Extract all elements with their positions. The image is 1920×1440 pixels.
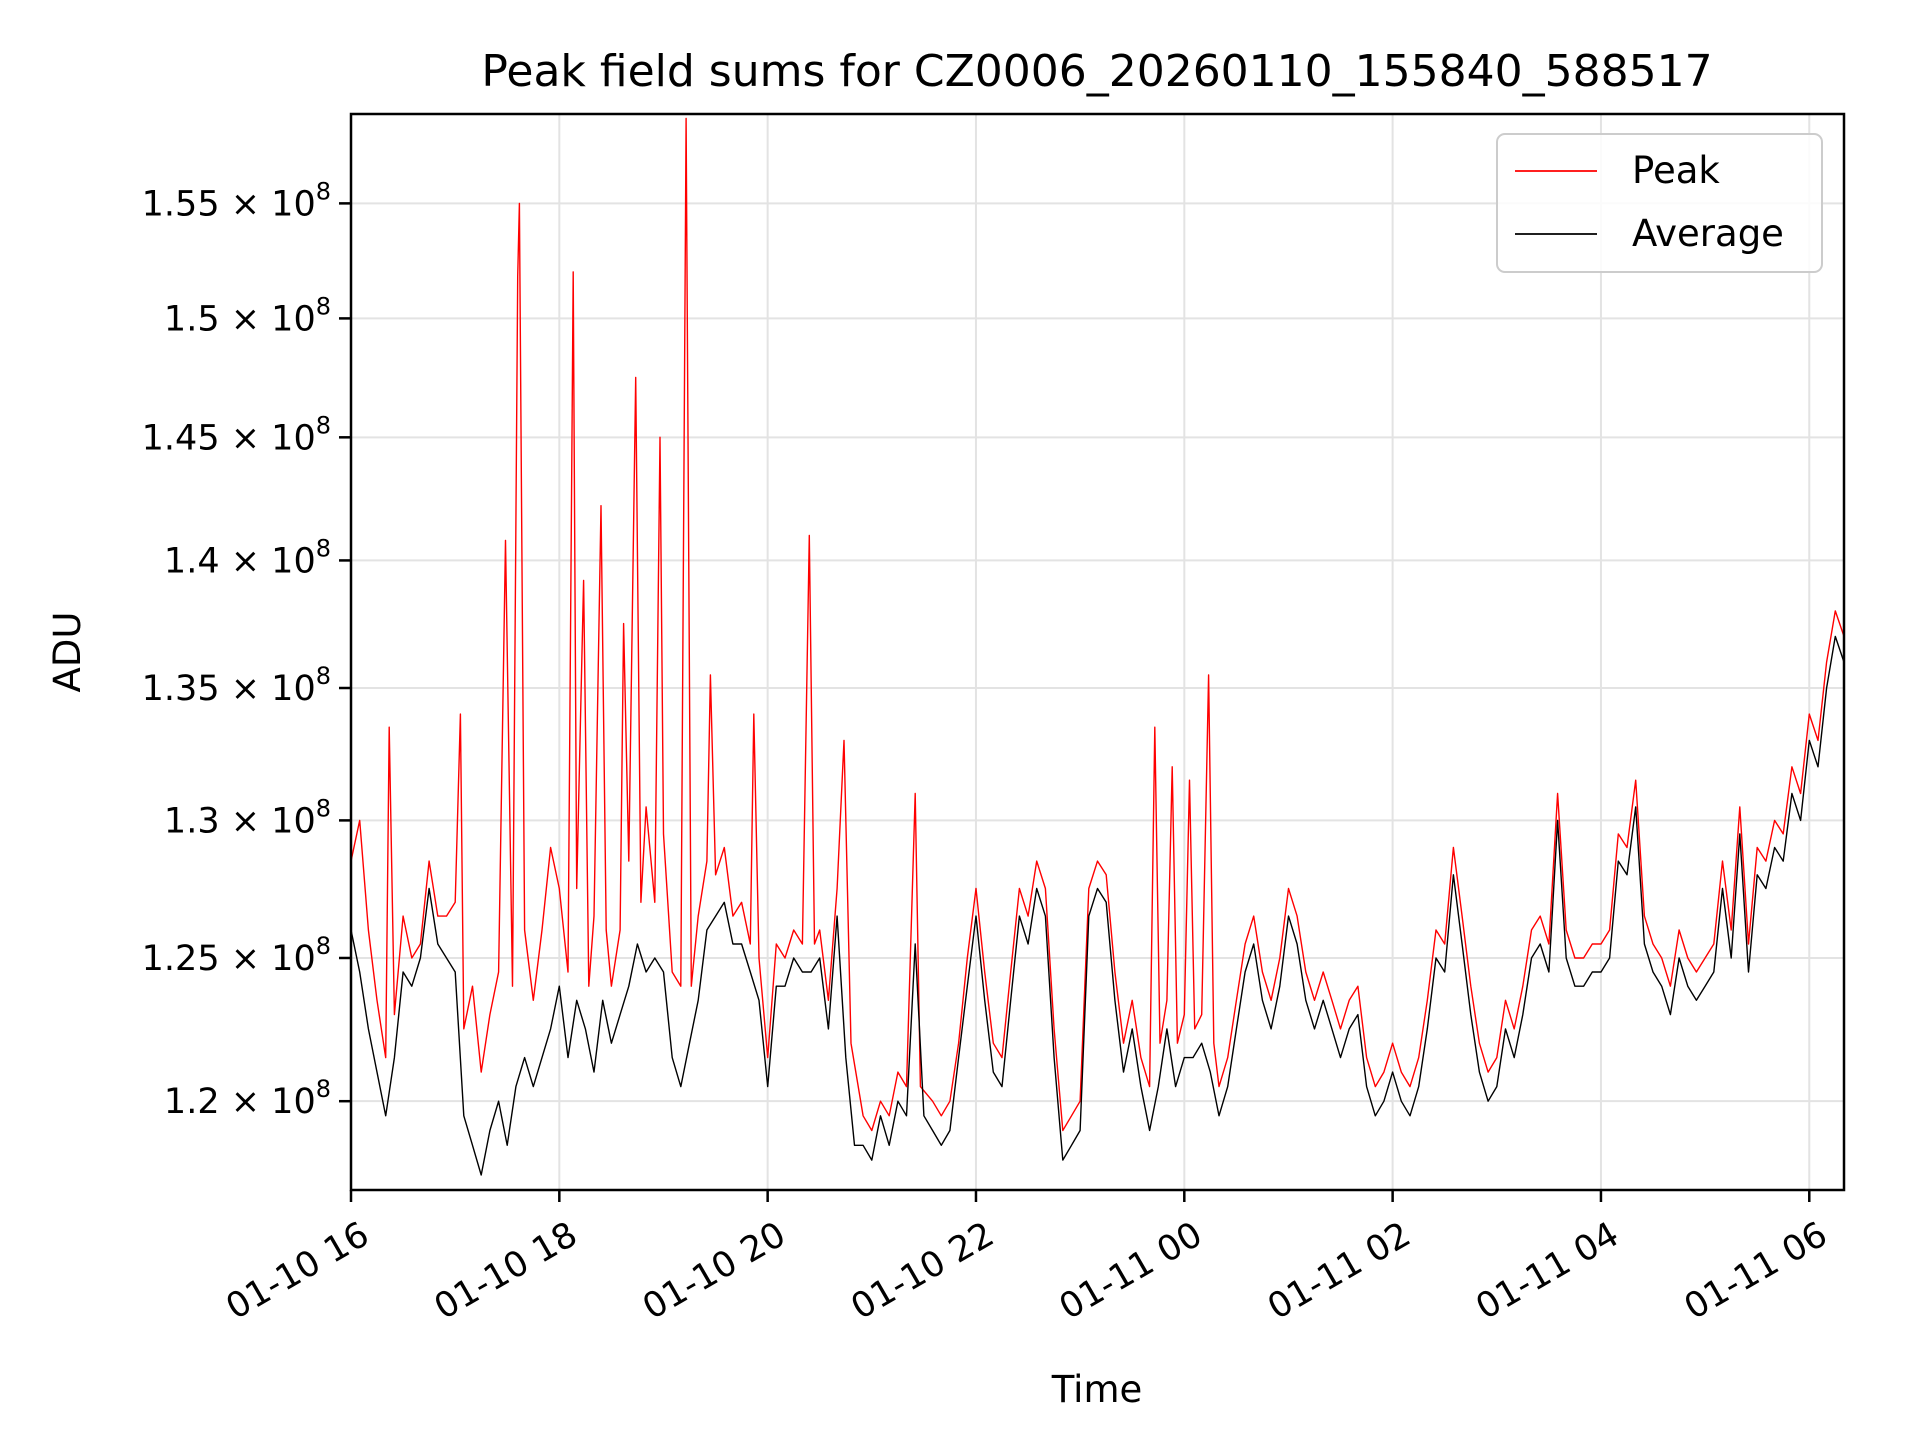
y-tick-label: 1.25 × 108	[142, 932, 331, 979]
y-tick-exponent: 8	[316, 662, 331, 690]
y-tick-times: × 10	[220, 801, 316, 841]
y-tick-label: 1.4 × 108	[164, 534, 331, 581]
legend-label-peak: Peak	[1632, 149, 1720, 192]
y-tick-mantissa: 1.35	[142, 669, 220, 709]
y-tick-times: × 10	[220, 418, 316, 458]
y-tick-exponent: 8	[316, 794, 331, 822]
y-tick-exponent: 8	[316, 1075, 331, 1103]
y-tick-exponent: 8	[316, 932, 331, 960]
y-tick-label: 1.55 × 108	[142, 177, 331, 224]
y-tick-mantissa: 1.2	[164, 1082, 220, 1122]
y-tick-mantissa: 1.55	[142, 184, 220, 224]
y-tick-label: 1.3 × 108	[164, 794, 331, 841]
y-tick-times: × 10	[220, 669, 316, 709]
y-tick-label: 1.5 × 108	[164, 292, 331, 339]
y-tick-label: 1.2 × 108	[164, 1075, 331, 1122]
y-tick-mantissa: 1.5	[164, 299, 220, 339]
y-tick-label: 1.45 × 108	[142, 411, 331, 458]
plot-frame	[349, 112, 1846, 1192]
series-line-average	[351, 635, 1844, 1176]
y-tick-mantissa: 1.3	[164, 801, 220, 841]
grid-lines	[350, 114, 1844, 1190]
y-tick-exponent: 8	[316, 411, 331, 439]
y-tick-exponent: 8	[316, 177, 331, 205]
series-line-peak	[351, 117, 1844, 1132]
series-layer	[351, 117, 1844, 1176]
y-tick-times: × 10	[220, 541, 316, 581]
legend-box	[1496, 133, 1823, 273]
y-tick-mantissa: 1.45	[142, 418, 220, 458]
y-tick-exponent: 8	[316, 292, 331, 320]
x-axis-title: Time	[1051, 1368, 1143, 1411]
y-tick-exponent: 8	[316, 534, 331, 562]
y-tick-mantissa: 1.25	[142, 939, 220, 979]
legend-label-average: Average	[1632, 212, 1784, 255]
y-tick-times: × 10	[220, 939, 316, 979]
y-tick-times: × 10	[220, 299, 316, 339]
y-tick-times: × 10	[220, 184, 316, 224]
y-tick-mantissa: 1.4	[164, 541, 220, 581]
y-tick-label: 1.35 × 108	[142, 662, 331, 709]
chart-title: Peak field sums for CZ0006_20260110_1558…	[481, 46, 1712, 97]
y-axis-title: ADU	[46, 612, 89, 693]
y-tick-times: × 10	[220, 1082, 316, 1122]
legend: Peak Average	[1496, 133, 1823, 273]
